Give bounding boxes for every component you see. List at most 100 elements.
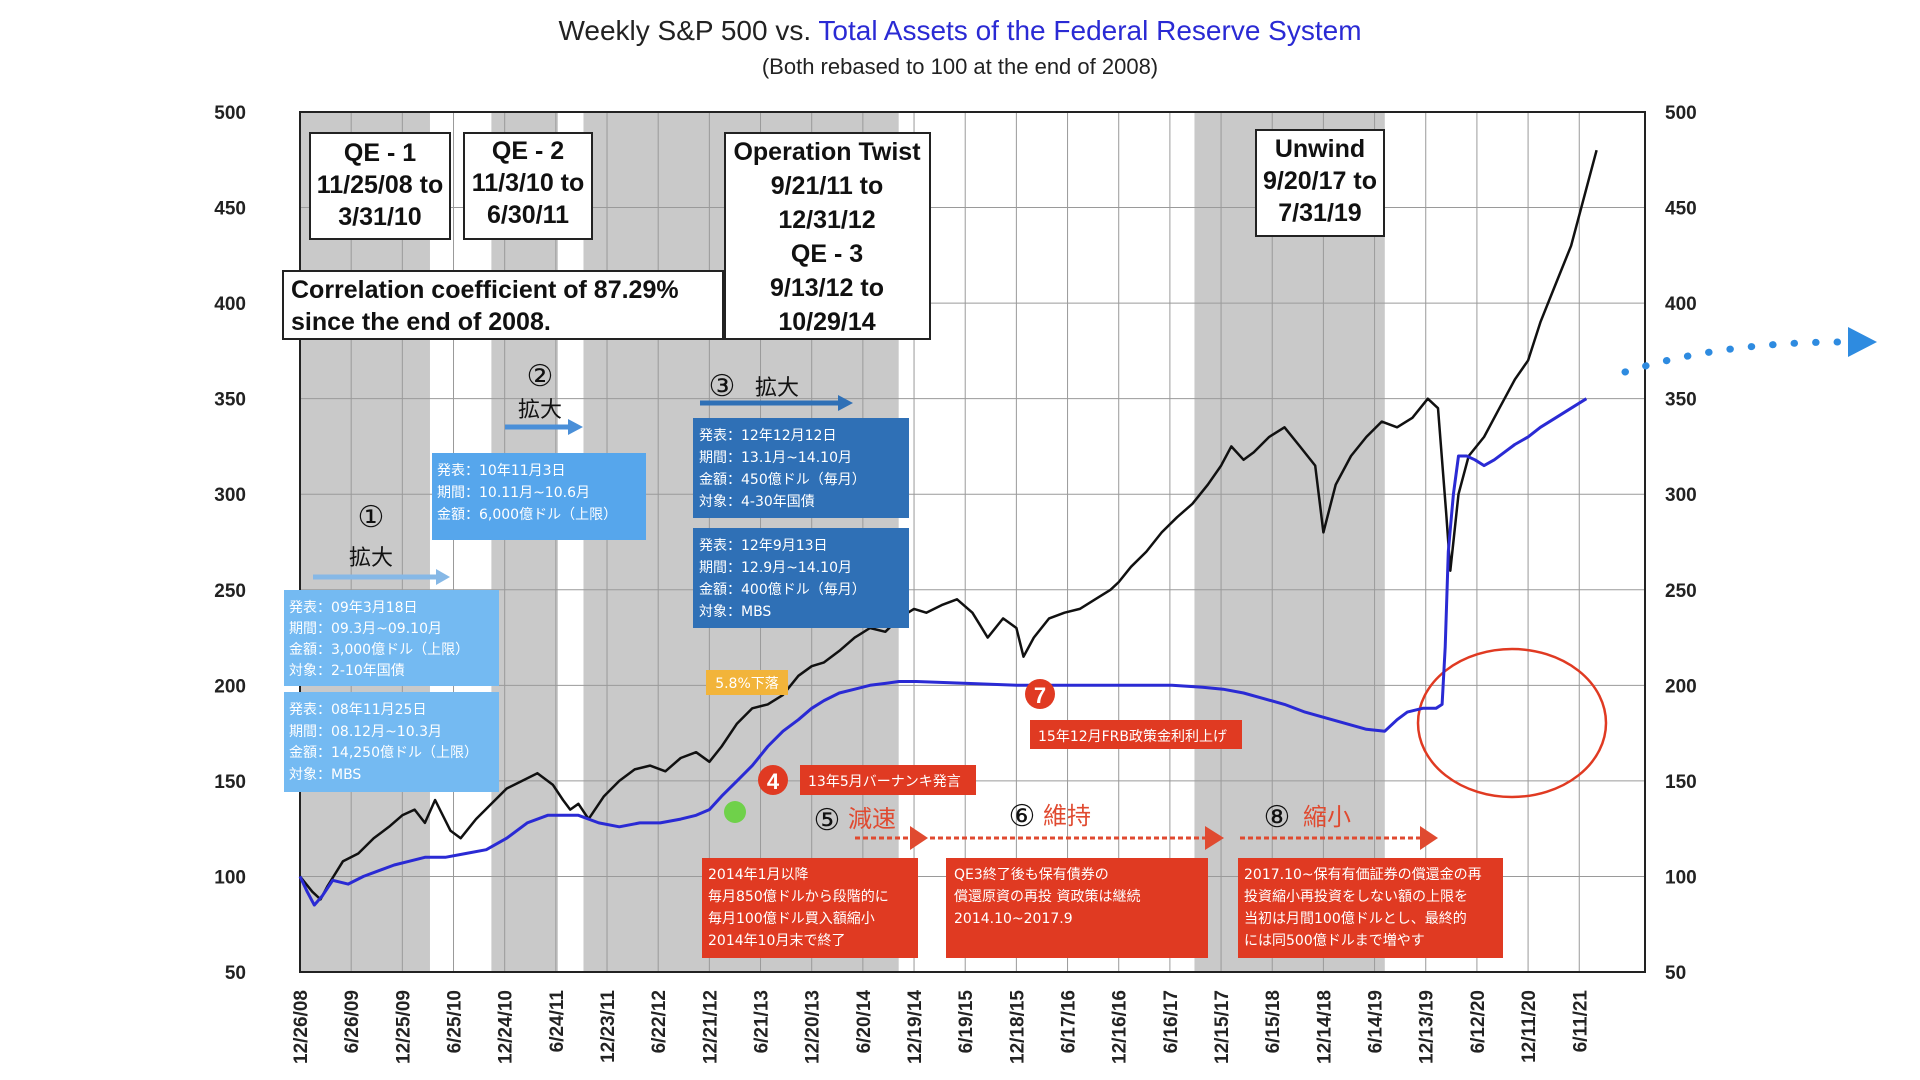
y-tick-label-right: 400 — [1665, 294, 1697, 315]
info-qe1-lower: 発表：08年11月25日 期間：08.12月~10.3月 金額：14,250億ド… — [284, 692, 499, 792]
info-qe2-line: 期間：10.11月~10.6月 — [437, 485, 590, 501]
maintain-box: QE3終了後も保有債券の 償還原資の再投 資政策は継続 2014.10~2017… — [946, 858, 1208, 958]
marker-3-label: 拡大 — [755, 375, 799, 400]
marker-6-label: 維持 — [1043, 803, 1091, 830]
info-qe3l-line: 対象：MBS — [699, 604, 771, 620]
fed-assets-line — [298, 397, 1588, 907]
x-tick-label: 6/24/11 — [547, 990, 568, 1053]
x-tick-label: 12/26/08 — [291, 990, 312, 1064]
y-tick-label-left: 200 — [214, 676, 246, 697]
maintain-line: 2014.10~2017.9 — [954, 911, 1073, 927]
y-tick-label-right: 50 — [1665, 963, 1686, 984]
info-qe3u-line: 金額：450億ドル（毎月） — [699, 472, 866, 488]
x-tick-label: 6/22/12 — [649, 990, 670, 1053]
marker-2-num: ② — [527, 360, 554, 393]
x-tick-label: 12/11/20 — [1519, 990, 1540, 1063]
marker-7-num: 7 — [1034, 683, 1046, 708]
marker-5-num: ⑤ — [814, 804, 841, 837]
y-tick-label-right: 350 — [1665, 390, 1697, 411]
marker-8-label: 縮小 — [1303, 804, 1351, 831]
marker-1-num: ① — [358, 501, 385, 534]
corr-line2: since the end of 2008. — [291, 308, 551, 336]
x-tick-label: 12/23/11 — [598, 990, 619, 1063]
frb-hike-badge: 15年12月FRB政策金利利上げ — [1030, 720, 1242, 749]
info-qe3-upper: 発表：12年12月12日 期間：13.1月~14.10月 金額：450億ドル（毎… — [693, 418, 909, 518]
x-tick-label: 6/14/19 — [1366, 990, 1387, 1053]
x-tick-label: 6/20/14 — [854, 990, 875, 1054]
x-tick-label: 12/14/18 — [1314, 990, 1335, 1064]
y-axis-left: 50 100 150 200 250 300 350 400 450 500 — [214, 103, 246, 984]
bernanke-text: 13年5月バーナンキ発言 — [808, 774, 961, 790]
chart-title: Weekly S&P 500 vs. Total Assets of the F… — [558, 15, 1361, 46]
info-qe1l-line: 期間：08.12月~10.3月 — [289, 724, 442, 740]
y-axis-right: 50 100 150 200 250 300 350 400 450 500 — [1665, 103, 1697, 984]
x-tick-label: 6/12/20 — [1468, 990, 1489, 1053]
taper-start-dot — [724, 801, 746, 823]
x-tick-label: 12/24/10 — [496, 990, 517, 1064]
marker-4-circle — [758, 765, 788, 795]
expansion-arrows — [313, 395, 853, 585]
marker-5-label: 減速 — [848, 806, 896, 833]
y-tick-label-right: 100 — [1665, 867, 1697, 888]
maintain-line: 償還原資の再投 資政策は継続 — [954, 888, 1140, 905]
drop-badge: 5.8%下落 — [706, 670, 788, 695]
title-part2: Total Assets of the Federal Reserve Syst… — [818, 15, 1361, 46]
taper-line: 毎月850億ドルから段階的に — [708, 889, 889, 905]
y-tick-label-right: 150 — [1665, 772, 1697, 793]
twist-line1: 9/21/11 to — [771, 172, 884, 200]
qe1-line2: 3/31/10 — [338, 203, 421, 231]
corr-line1: Correlation coefficient of 87.29% — [291, 276, 679, 304]
marker-1-label: 拡大 — [349, 545, 393, 570]
plot-frame — [299, 111, 1646, 973]
info-qe1l-line: 発表：08年11月25日 — [289, 702, 426, 718]
taper-line: 2014年1月以降 — [708, 867, 809, 883]
qe2-title: QE - 2 — [492, 137, 564, 165]
info-qe3l-line: 期間：12.9月~14.10月 — [699, 560, 852, 576]
qe2-line2: 6/30/11 — [487, 201, 569, 229]
info-qe2: 発表：10年11月3日 期間：10.11月~10.6月 金額：6,000億ドル（… — [432, 453, 646, 540]
info-qe3u-line: 発表：12年12月12日 — [699, 428, 836, 444]
taper-line: 2014年10月末で終了 — [708, 933, 845, 949]
y-tick-label-right: 450 — [1665, 199, 1697, 220]
shaded-period — [1194, 112, 1385, 972]
policy-arrows — [855, 826, 1438, 850]
marker-3-num: ③ — [709, 370, 736, 403]
x-tick-label: 6/19/15 — [956, 990, 977, 1054]
shrink-line: 当初は月間100億ドルとし、最終的 — [1244, 910, 1467, 927]
info-qe1u-line: 期間：09.3月~09.10月 — [289, 621, 442, 637]
twist-line3: QE - 3 — [791, 240, 863, 268]
qe2-box: QE - 2 11/3/10 to 6/30/11 — [463, 132, 593, 240]
x-tick-label: 12/18/15 — [1007, 990, 1028, 1064]
qe1-line1: 11/25/08 to — [317, 171, 443, 199]
y-tick-label-right: 500 — [1665, 103, 1697, 124]
x-tick-label: 6/25/10 — [445, 990, 466, 1053]
unwind-highlight-circle — [1416, 647, 1608, 799]
info-qe1u-line: 発表：09年3月18日 — [289, 600, 418, 616]
info-qe3u-line: 対象：4-30年国債 — [699, 494, 815, 510]
x-tick-label: 12/15/17 — [1212, 990, 1233, 1064]
series-lines — [298, 149, 1598, 907]
y-tick-label-right: 300 — [1665, 485, 1697, 506]
y-tick-label-left: 450 — [214, 199, 246, 220]
info-qe1l-line: 金額：14,250億ドル（上限） — [289, 745, 478, 761]
x-tick-label: 12/16/16 — [1110, 990, 1131, 1064]
unwind-title: Unwind — [1275, 135, 1365, 163]
y-tick-label-left: 350 — [214, 390, 246, 411]
info-qe2-line: 金額：6,000億ドル（上限） — [437, 507, 617, 523]
continuation-arrow — [1621, 327, 1877, 376]
unwind-line1: 9/20/17 to — [1263, 167, 1377, 195]
qe1-title: QE - 1 — [344, 139, 416, 167]
twist-line4: 9/13/12 to — [770, 274, 884, 302]
unwind-line2: 7/31/19 — [1278, 199, 1361, 227]
y-tick-label-left: 400 — [214, 294, 246, 315]
info-qe3l-line: 金額：400億ドル（毎月） — [699, 582, 866, 598]
x-tick-label: 6/16/17 — [1161, 990, 1182, 1053]
info-qe1-upper: 発表：09年3月18日 期間：09.3月~09.10月 金額：3,000億ドル（… — [284, 590, 499, 686]
x-axis: 12/26/08 6/26/09 12/25/09 6/25/10 12/24/10 6/… — [291, 990, 1591, 1064]
shaded-period — [491, 112, 558, 972]
marker-8-num: ⑧ — [1264, 801, 1291, 834]
unwind-box: Unwind 9/20/17 to 7/31/19 — [1255, 129, 1385, 237]
twist-line5: 10/29/14 — [778, 308, 875, 336]
taper-box: 2014年1月以降 毎月850億ドルから段階的に 毎月100億ドル買入額縮小 2… — [702, 858, 918, 958]
